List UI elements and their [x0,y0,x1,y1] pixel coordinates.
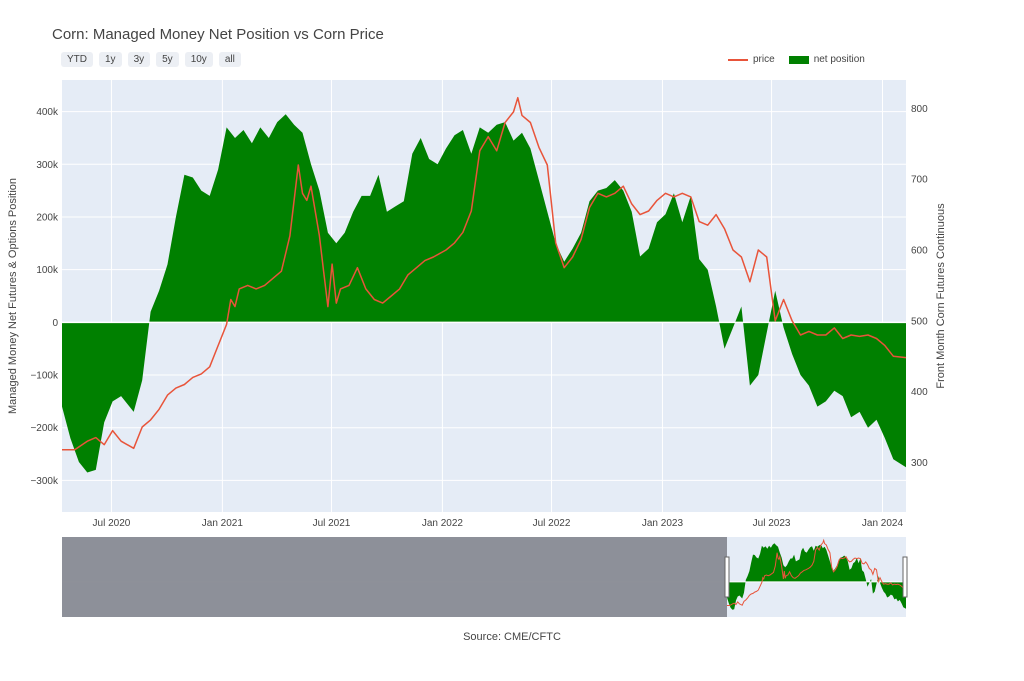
y-axis-right-label: Front Month Corn Futures Continuous [935,203,947,389]
legend-item-price[interactable]: price [728,54,775,65]
x-tick-label: Jan 2023 [642,518,684,529]
x-tick-label: Jul 2022 [533,518,571,529]
range-button-1y[interactable]: 1y [99,52,122,67]
range-button-3y[interactable]: 3y [127,52,151,67]
legend-item-net-position[interactable]: net position [788,54,865,65]
y-left-tick-label: 400k [36,107,59,118]
y-right-tick-label: 700 [911,175,928,186]
x-tick-label: Jan 2022 [422,518,464,529]
range-selector: YTD 1y 3y 5y 10y all [61,52,241,67]
x-tick-label: Jan 2024 [862,518,904,529]
legend: price net position [728,54,865,65]
range-button-all[interactable]: all [218,52,241,67]
legend-label-net-position: net position [813,54,865,65]
x-tick-label: Jan 2021 [202,518,244,529]
source-note: Source: CME/CFTC [463,631,561,643]
chart-title: Corn: Managed Money Net Position vs Corn… [52,26,384,43]
legend-label-price: price [753,54,775,65]
y-right-tick-label: 300 [911,458,928,469]
y-left-tick-label: −100k [30,371,59,382]
legend-swatch-price [728,58,748,61]
price-line [62,96,907,451]
y-left-tick-label: −200k [30,423,59,434]
y-right-tick-label: 800 [911,104,928,115]
x-tick-label: Jul 2023 [753,518,791,529]
y-right-tick-label: 600 [911,245,928,256]
y-left-tick-label: 0 [52,318,58,329]
range-slider-handle-right[interactable] [902,556,908,598]
net-position-area [62,114,906,473]
range-slider[interactable] [62,537,908,617]
y-left-tick-label: −300k [30,476,59,487]
y-right-tick-label: 500 [911,316,928,327]
y-right-tick-label: 400 [911,387,928,398]
x-tick-label: Jul 2021 [313,518,351,529]
range-slider-unselected-shade [62,537,727,617]
range-slider-price-line [727,538,907,606]
y-axis-left-label: Managed Money Net Futures & Options Posi… [7,178,19,414]
y-left-tick-label: 200k [36,212,59,223]
y-left-tick-label: 300k [36,160,59,171]
range-button-10y[interactable]: 10y [184,52,213,67]
y-left-tick-label: 100k [36,265,59,276]
range-slider-net-area [727,543,906,610]
legend-swatch-net-position [788,55,809,64]
range-button-5y[interactable]: 5y [156,52,179,67]
range-button-ytd[interactable]: YTD [61,52,93,67]
axis-ticks: Jul 2020 Jan 2021 Jul 2021 Jan 2022 Jul 2022… [30,104,928,529]
x-tick-label: Jul 2020 [93,518,131,529]
range-slider-handle-left[interactable] [724,556,730,598]
